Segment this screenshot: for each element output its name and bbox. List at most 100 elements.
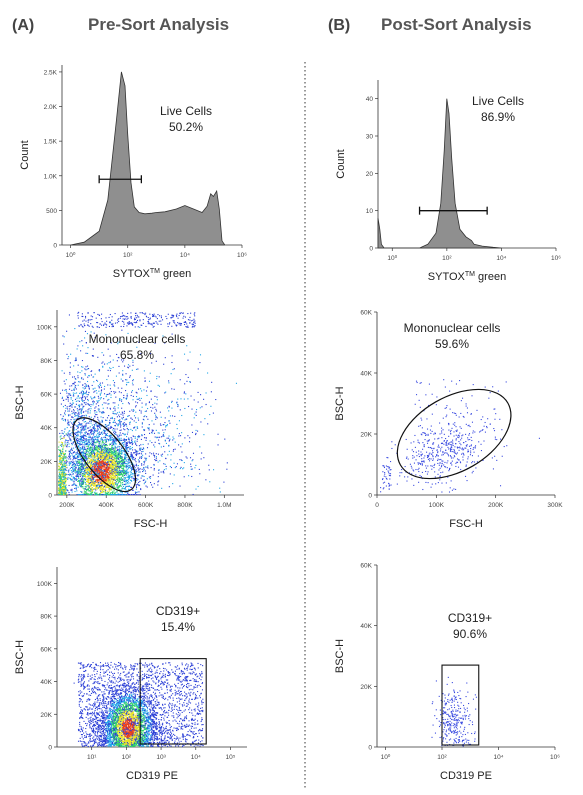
event-dot: [78, 411, 80, 413]
event-dot: [211, 381, 213, 383]
histogram-area: [377, 98, 502, 249]
event-dot: [84, 368, 86, 370]
event-dot: [85, 476, 87, 478]
event-dot: [102, 460, 104, 462]
event-dot: [105, 481, 107, 483]
event-dot: [95, 442, 97, 444]
event-dot: [87, 457, 90, 459]
event-dot: [137, 478, 139, 480]
event-dot: [99, 493, 101, 495]
event-dot: [80, 397, 82, 399]
event-dot: [90, 463, 92, 465]
event-dot: [101, 450, 103, 452]
event-dot: [114, 446, 116, 448]
event-dot: [76, 425, 78, 427]
event-dot: [97, 418, 99, 420]
event-dot: [63, 463, 65, 465]
event-dot: [113, 482, 115, 484]
event-dot: [110, 476, 112, 478]
event-dot: [80, 468, 83, 470]
event-dot: [79, 341, 81, 343]
event-dot: [109, 454, 111, 456]
event-dot: [98, 469, 100, 472]
event-dot: [159, 436, 161, 438]
event-dot: [78, 421, 80, 423]
event-dot: [96, 438, 98, 441]
event-dot: [84, 452, 86, 454]
event-dot: [195, 414, 197, 416]
event-dot: [65, 379, 67, 381]
event-dot: [90, 416, 92, 418]
event-dot: [153, 456, 156, 458]
event-dot: [92, 475, 94, 477]
event-dot: [97, 493, 99, 496]
event-dot: [117, 419, 119, 422]
event-dot: [131, 453, 133, 455]
event-dot: [191, 460, 193, 462]
event-dot: [132, 442, 134, 445]
event-dot: [168, 440, 170, 442]
event-dot: [75, 453, 77, 455]
event-dot: [153, 469, 155, 471]
event-dot: [77, 453, 80, 455]
event-dot: [68, 388, 71, 390]
event-dot: [158, 385, 161, 387]
event-dot: [108, 459, 110, 461]
event-dot: [119, 493, 121, 495]
event-dot: [92, 491, 94, 493]
event-dot: [150, 390, 152, 392]
event-dot: [183, 462, 185, 464]
event-dot: [103, 443, 105, 445]
event-dot: [98, 473, 101, 475]
event-dot: [111, 483, 113, 485]
event-dot: [89, 446, 91, 448]
event-dot: [116, 454, 118, 456]
event-dot: [99, 462, 101, 464]
event-dot: [131, 438, 133, 440]
event-dot: [112, 488, 114, 490]
event-dot: [91, 446, 93, 449]
event-dot: [73, 468, 75, 470]
event-dot: [77, 475, 79, 477]
event-dot: [63, 436, 65, 438]
event-dot: [73, 461, 75, 463]
event-dot: [111, 427, 113, 429]
event-dot: [105, 419, 107, 421]
event-dot: [124, 472, 126, 474]
event-dot: [168, 444, 170, 447]
event-dot: [109, 481, 111, 483]
event-dot: [125, 472, 127, 474]
event-dot: [85, 493, 87, 496]
event-dot: [63, 457, 65, 459]
event-dot: [71, 484, 73, 486]
event-dot: [74, 437, 76, 440]
event-dot: [96, 469, 98, 471]
event-dot: [65, 388, 67, 391]
event-dot: [112, 491, 114, 493]
event-dot: [131, 457, 133, 459]
event-dot: [75, 475, 77, 477]
event-dot: [106, 448, 108, 450]
event-dot: [71, 432, 73, 434]
event-dot: [197, 401, 199, 403]
event-dot: [112, 456, 114, 458]
event-dot: [125, 463, 128, 465]
event-dot: [92, 440, 94, 442]
event-dot: [131, 455, 133, 457]
event-dot: [74, 465, 76, 467]
event-dot: [104, 473, 106, 475]
event-dot: [88, 477, 90, 479]
event-dot: [85, 435, 87, 437]
event-dot: [105, 464, 108, 467]
event-dot: [90, 420, 92, 422]
event-dot: [107, 477, 109, 479]
event-dot: [129, 448, 131, 451]
event-dot: [101, 463, 103, 465]
event-dot: [138, 437, 140, 439]
event-dot: [107, 384, 109, 386]
event-dot: [125, 465, 127, 467]
event-dot: [66, 434, 68, 436]
event-dot: [73, 388, 75, 390]
event-dot: [85, 467, 87, 469]
event-dot: [129, 446, 131, 448]
